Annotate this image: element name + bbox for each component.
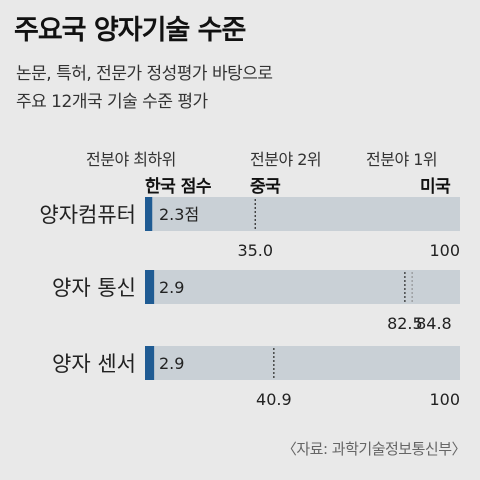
source-note: 〈자료: 과학기술정보통신부〉 [281,440,467,458]
category-label: 양자 센서 [52,352,136,376]
chart-subtitle: 논문, 특허, 전문가 정성평가 바탕으로 주요 12개국 기술 수준 평가 [16,60,273,116]
china-label: 중국 [250,177,281,197]
us-value-label: 100 [429,241,460,260]
korea-header: 전분야 최하위 [86,150,176,169]
category-label: 양자 통신 [52,276,136,300]
korea-value-label: 2.9 [159,278,184,297]
chart-title: 주요국 양자기술 수준 [14,15,246,46]
us-label: 미국 [420,177,451,197]
us-bar [145,346,460,380]
korea-value-label: 2.9 [159,354,184,373]
china-value-label: 82.5 [387,314,423,333]
korea-bar [145,346,155,380]
subtitle-line-2: 주요 12개국 기술 수준 평가 [16,92,208,112]
us-header: 전분야 1위 [366,150,438,169]
us-bar [145,270,460,304]
subtitle-line-1: 논문, 특허, 전문가 정성평가 바탕으로 [16,64,273,84]
korea-value-label: 2.3점 [159,205,199,224]
us-bar [145,197,460,231]
us-value-label: 100 [429,390,460,409]
us-value-label: 84.8 [416,314,452,333]
korea-bar [145,270,155,304]
category-label: 양자컴퓨터 [39,203,136,227]
china-value-label: 40.9 [256,390,292,409]
china-value-label: 35.0 [237,241,273,260]
china-header: 전분야 2위 [250,150,322,169]
korea-bar [145,197,153,231]
korea-label: 한국 점수 [145,177,211,197]
